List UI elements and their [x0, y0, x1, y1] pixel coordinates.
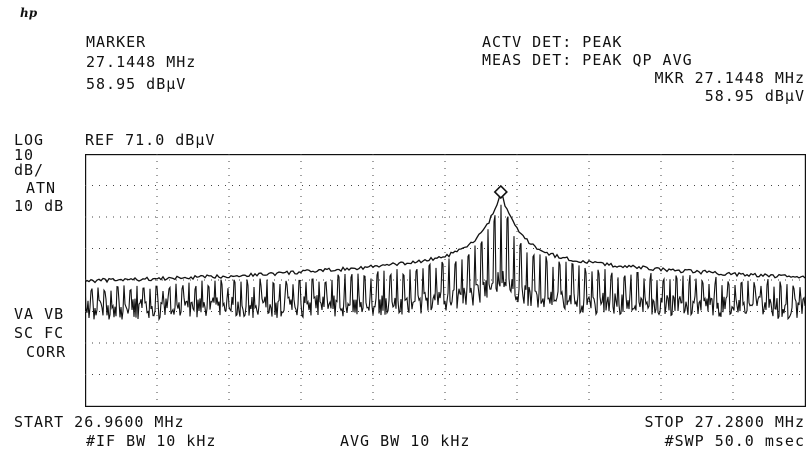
- marker-frequency: 27.1448 MHz: [86, 53, 197, 71]
- peak-envelope-trace: [85, 188, 806, 284]
- side-label-sc-fc: SC FC: [14, 324, 65, 342]
- side-label-corr: CORR: [26, 343, 67, 361]
- scale-unit: dB/: [14, 161, 45, 179]
- plot-grid: [85, 154, 805, 406]
- hp-logo: hp: [20, 6, 38, 20]
- if-bandwidth: #IF BW 10 kHz: [86, 432, 217, 450]
- spectrum-trace: [85, 204, 806, 322]
- side-label-va-vb: VA VB: [14, 305, 65, 323]
- marker-level: 58.95 dBµV: [86, 75, 187, 93]
- scale-log-label: LOG: [14, 131, 45, 149]
- scale-per-division: 10: [14, 146, 35, 164]
- start-frequency: START 26.9600 MHz: [14, 413, 185, 431]
- attenuation-value: 10 dB: [14, 197, 65, 215]
- attenuation-label: ATN: [26, 179, 57, 197]
- active-detector: ACTV DET: PEAK: [482, 33, 623, 51]
- marker-diamond-icon: [493, 184, 508, 200]
- reference-level: REF 71.0 dBµV: [85, 131, 216, 149]
- measure-detector: MEAS DET: PEAK QP AVG: [482, 51, 693, 69]
- marker-title: MARKER: [86, 33, 147, 51]
- marker-level-readout: 58.95 dBµV: [704, 87, 805, 105]
- sweep-time: #SWP 50.0 msec: [664, 432, 805, 450]
- average-bandwidth: AVG BW 10 kHz: [340, 432, 471, 450]
- spectrum-plot: [85, 154, 806, 407]
- marker-frequency-readout: MKR 27.1448 MHz: [654, 69, 805, 87]
- stop-frequency: STOP 27.2800 MHz: [644, 413, 805, 431]
